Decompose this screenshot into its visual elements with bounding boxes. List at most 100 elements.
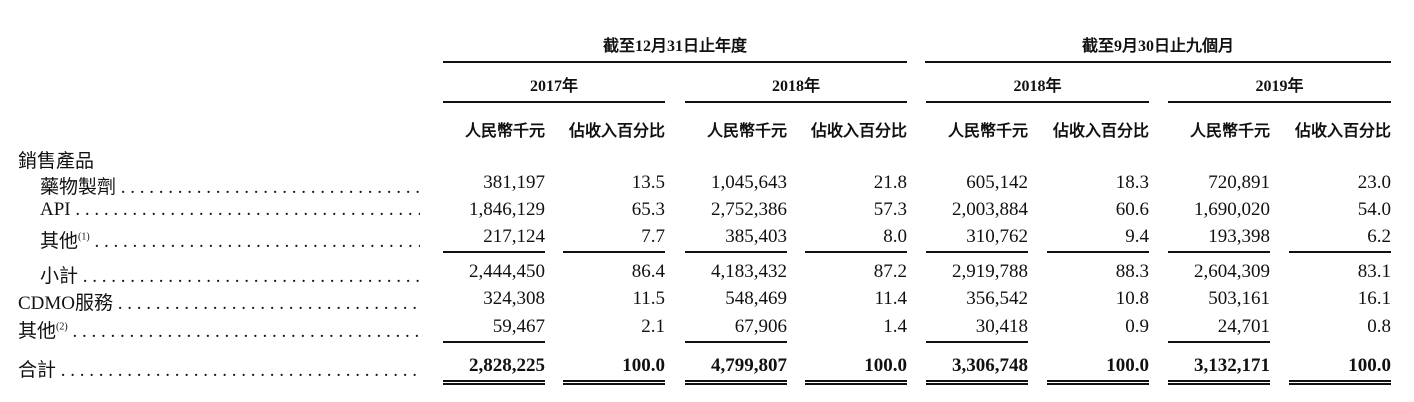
double-underline [1168,380,1270,385]
section-label-product-sales: 銷售產品 [18,151,95,172]
subtotal-rule [805,251,907,253]
pct-cell: 11.5 [632,288,665,309]
amount-cell: 4,183,432 [711,261,787,282]
divider [685,101,907,103]
subtotal-rule [685,251,787,253]
double-underline [685,380,787,385]
pct-cell: 13.5 [631,172,665,193]
pct-cell: 60.6 [1115,199,1149,220]
amount-cell: 356,542 [966,288,1028,309]
amount-cell: 310,762 [966,226,1028,247]
amount-cell: 24,701 [1217,316,1270,337]
amount-cell: 324,308 [483,288,545,309]
pct-cell: 88.3 [1115,261,1149,282]
pct-cell: 100.0 [864,355,907,376]
double-underline [563,380,665,385]
amount-cell: 217,124 [483,226,545,247]
double-underline [1047,380,1149,385]
subtotal-rule [563,251,665,253]
divider [443,61,907,63]
row-label-text: 其他 [18,321,57,342]
pct-cell: 0.8 [1367,316,1391,337]
pct-cell: 86.4 [631,261,665,282]
amount-cell: 2,604,309 [1194,261,1270,282]
row-label-text: API [40,199,71,220]
leader-dots: . . . . . . . . . . . . . . . . . . . . … [117,293,420,314]
amount-cell: 2,919,788 [952,261,1028,282]
header-group-fiscal-year: 截至12月31日止年度 [602,38,747,55]
amount-cell: 1,846,129 [469,199,545,220]
row-label: 藥物製劑 . . . . . . . . . . . . . . . . . .… [40,172,420,199]
total-rule [443,341,545,343]
pct-cell: 16.1 [1357,288,1391,309]
amount-cell: 381,197 [483,172,545,193]
subtotal-rule [1289,251,1391,253]
subtotal-rule [1168,251,1270,253]
double-underline [805,380,907,385]
pct-cell: 23.0 [1357,172,1391,193]
pct-cell: 7.7 [641,226,665,247]
amount-cell: 605,142 [966,172,1028,193]
footnote-marker: (2) [56,321,68,333]
total-rule [685,341,787,343]
leader-dots: . . . . . . . . . . . . . . . . . . . . … [60,360,420,381]
total-rule [1168,341,1270,343]
divider [925,61,1391,63]
header-year: 2017年 [529,78,578,95]
pct-cell: 10.8 [1115,288,1149,309]
pct-cell: 6.2 [1367,226,1391,247]
row-label: 合計 . . . . . . . . . . . . . . . . . . .… [18,355,420,382]
divider [443,101,665,103]
row-label-text: 合計 [18,360,57,381]
header-pct-revenue: 佔收入百分比 [568,123,665,140]
row-label: API . . . . . . . . . . . . . . . . . . … [40,199,420,221]
pct-cell: 100.0 [1348,355,1391,376]
amount-cell: 2,828,225 [469,355,545,376]
row-label: 其他(2) . . . . . . . . . . . . . . . . . … [18,316,420,343]
subtotal-rule [443,251,545,253]
double-underline [443,380,545,385]
pct-cell: 100.0 [622,355,665,376]
header-group-nine-months: 截至9月30日止九個月 [1081,38,1234,55]
amount-cell: 385,403 [725,226,787,247]
footnote-marker: (1) [78,231,90,243]
amount-cell: 720,891 [1208,172,1270,193]
amount-cell: 3,306,748 [952,355,1028,376]
pct-cell: 65.3 [631,199,665,220]
amount-cell: 3,132,171 [1194,355,1270,376]
row-label-text: CDMO服務 [18,293,114,314]
header-amount-rmb: 人民幣千元 [1189,123,1270,140]
double-underline [926,380,1028,385]
header-pct-revenue: 佔收入百分比 [810,123,907,140]
pct-cell: 2.1 [641,316,665,337]
amount-cell: 2,003,884 [952,199,1028,220]
header-pct-revenue: 佔收入百分比 [1294,123,1391,140]
row-label: 小計 . . . . . . . . . . . . . . . . . . .… [40,261,420,288]
pct-cell: 100.0 [1106,355,1149,376]
divider [926,101,1149,103]
row-label-text: 小計 [40,266,79,287]
total-rule [926,341,1028,343]
amount-cell: 548,469 [725,288,787,309]
amount-cell: 503,161 [1208,288,1270,309]
amount-cell: 2,444,450 [469,261,545,282]
pct-cell: 11.4 [874,288,907,309]
amount-cell: 1,045,643 [711,172,787,193]
pct-cell: 9.4 [1125,226,1149,247]
amount-cell: 1,690,020 [1194,199,1270,220]
subtotal-rule [1047,251,1149,253]
pct-cell: 54.0 [1357,199,1391,220]
amount-cell: 2,752,386 [711,199,787,220]
header-amount-rmb: 人民幣千元 [706,123,787,140]
pct-cell: 0.9 [1125,316,1149,337]
amount-cell: 30,418 [975,316,1028,337]
leader-dots: . . . . . . . . . . . . . . . . . . . . … [75,199,420,220]
pct-cell: 8.0 [883,226,907,247]
amount-cell: 193,398 [1208,226,1270,247]
header-year: 2018年 [1013,78,1062,95]
row-label: 其他(1) . . . . . . . . . . . . . . . . . … [40,226,420,253]
divider [1168,101,1391,103]
pct-cell: 18.3 [1115,172,1149,193]
header-amount-rmb: 人民幣千元 [464,123,545,140]
subtotal-rule [926,251,1028,253]
